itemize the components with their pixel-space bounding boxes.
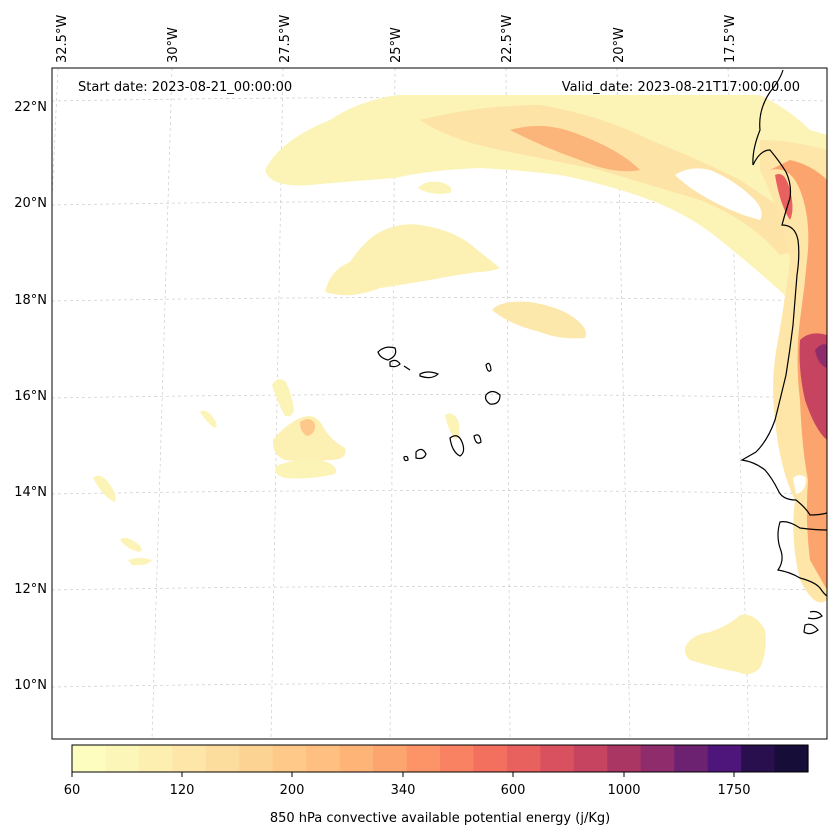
island-sal — [485, 362, 492, 372]
africa-coast — [740, 69, 828, 635]
cape-cv-5 — [445, 413, 460, 440]
lon-label: 32.5°W — [55, 15, 70, 63]
colorbar-title: 850 hPa convective available potential e… — [270, 811, 610, 826]
cape-cv-3 — [275, 459, 336, 479]
lat-label: 20°N — [14, 196, 47, 211]
lat-label: 14°N — [14, 485, 47, 500]
lat-labels: 22°N 20°N 18°N 16°N 14°N 12°N 10°N — [14, 100, 47, 693]
map-panel: Start date: 2023-08-21_00:00:00 Valid_da… — [14, 15, 828, 740]
colorbar-swatch — [540, 745, 575, 772]
cape-blob-east — [492, 301, 586, 339]
colorbar-swatch — [573, 745, 608, 772]
cape-band-hole — [675, 168, 762, 220]
lat-label: 22°N — [14, 100, 47, 115]
coastlines — [740, 69, 828, 635]
cape-coast-hole — [793, 475, 806, 494]
colorbar-tick-label: 60 — [64, 783, 81, 798]
cape-sw-1 — [93, 475, 116, 502]
colorbar-border — [71, 744, 809, 773]
valid-date-label: Valid_date: 2023-08-21T17:00:00.00 — [562, 80, 800, 95]
lon-label: 20°W — [612, 27, 627, 63]
island-brava — [403, 455, 409, 462]
cape-band-north-mid — [420, 105, 800, 255]
colorbar-swatch — [339, 745, 374, 772]
colorbar-swatch — [406, 745, 441, 772]
cape-cv-4 — [200, 410, 217, 428]
colorbar-swatch — [674, 745, 709, 772]
colorbar-swatch — [172, 745, 207, 772]
start-date-label: Start date: 2023-08-21_00:00:00 — [78, 80, 292, 95]
cape-band-north — [265, 95, 827, 324]
map-border — [51, 67, 828, 740]
colorbar-swatch — [72, 745, 107, 772]
colorbar-swatch — [640, 745, 675, 772]
lon-label: 17.5°W — [723, 15, 738, 63]
island-sao-nicolau — [419, 371, 440, 379]
island-boa-vista — [484, 390, 501, 405]
lat-label: 12°N — [14, 582, 47, 597]
colorbar-swatch — [607, 745, 642, 772]
colorbar-swatch — [205, 745, 240, 772]
cape-cv-2 — [272, 416, 346, 461]
colorbar-swatch — [105, 745, 140, 772]
island-maio — [473, 434, 482, 444]
colorbar: 60 120 200 340 600 1000 1750 850 hPa con… — [64, 744, 809, 826]
colorbar-tick-label: 120 — [170, 783, 195, 798]
cape-verde-islands — [377, 346, 501, 462]
island-santo-antao — [377, 346, 397, 361]
colorbar-tick-label: 1000 — [607, 783, 640, 798]
island-sao-vicente — [389, 359, 401, 368]
colorbar-tick-label: 600 — [501, 783, 526, 798]
lon-label: 30°W — [166, 27, 181, 63]
lon-labels: 32.5°W 30°W 27.5°W 25°W 22.5°W 20°W 17.5… — [55, 15, 738, 63]
cape-sw-2 — [120, 537, 142, 552]
lat-label: 10°N — [14, 678, 47, 693]
colorbar-ticks — [71, 772, 735, 777]
cape-sw-3 — [128, 558, 152, 566]
colorbar-swatch — [473, 745, 508, 772]
cape-south — [684, 614, 766, 675]
colorbar-swatch — [138, 745, 173, 772]
lat-label: 18°N — [14, 293, 47, 308]
lon-label: 27.5°W — [278, 15, 293, 63]
cape-band-north-core — [510, 126, 640, 172]
colorbar-swatch — [272, 745, 307, 772]
colorbar-swatch — [741, 745, 776, 772]
cape-small-north — [418, 181, 452, 194]
cape-cv-1 — [272, 379, 294, 417]
cape-coast-core — [775, 174, 793, 220]
island-santiago — [449, 435, 465, 457]
cape-field — [93, 95, 827, 675]
lat-label: 16°N — [14, 389, 47, 404]
cape-cv-core — [300, 418, 316, 436]
colorbar-swatch — [774, 745, 809, 772]
colorbar-tick-label: 340 — [391, 783, 416, 798]
colorbar-swatch — [306, 745, 341, 772]
colorbar-swatch — [506, 745, 541, 772]
colorbar-swatch — [239, 745, 274, 772]
colorbar-tick-label: 1750 — [717, 783, 750, 798]
lon-label: 25°W — [389, 27, 404, 63]
cape-coast-mid — [770, 160, 827, 590]
island-fogo — [415, 448, 427, 460]
lon-label: 22.5°W — [500, 15, 515, 63]
cape-blob-central — [325, 224, 500, 296]
island-santa-luzia — [403, 365, 411, 371]
colorbar-swatch — [440, 745, 475, 772]
colorbar-swatches — [72, 745, 809, 772]
colorbar-tick-label: 200 — [280, 783, 305, 798]
colorbar-swatch — [373, 745, 408, 772]
colorbar-swatch — [707, 745, 742, 772]
cape-coast-peak — [815, 344, 827, 368]
